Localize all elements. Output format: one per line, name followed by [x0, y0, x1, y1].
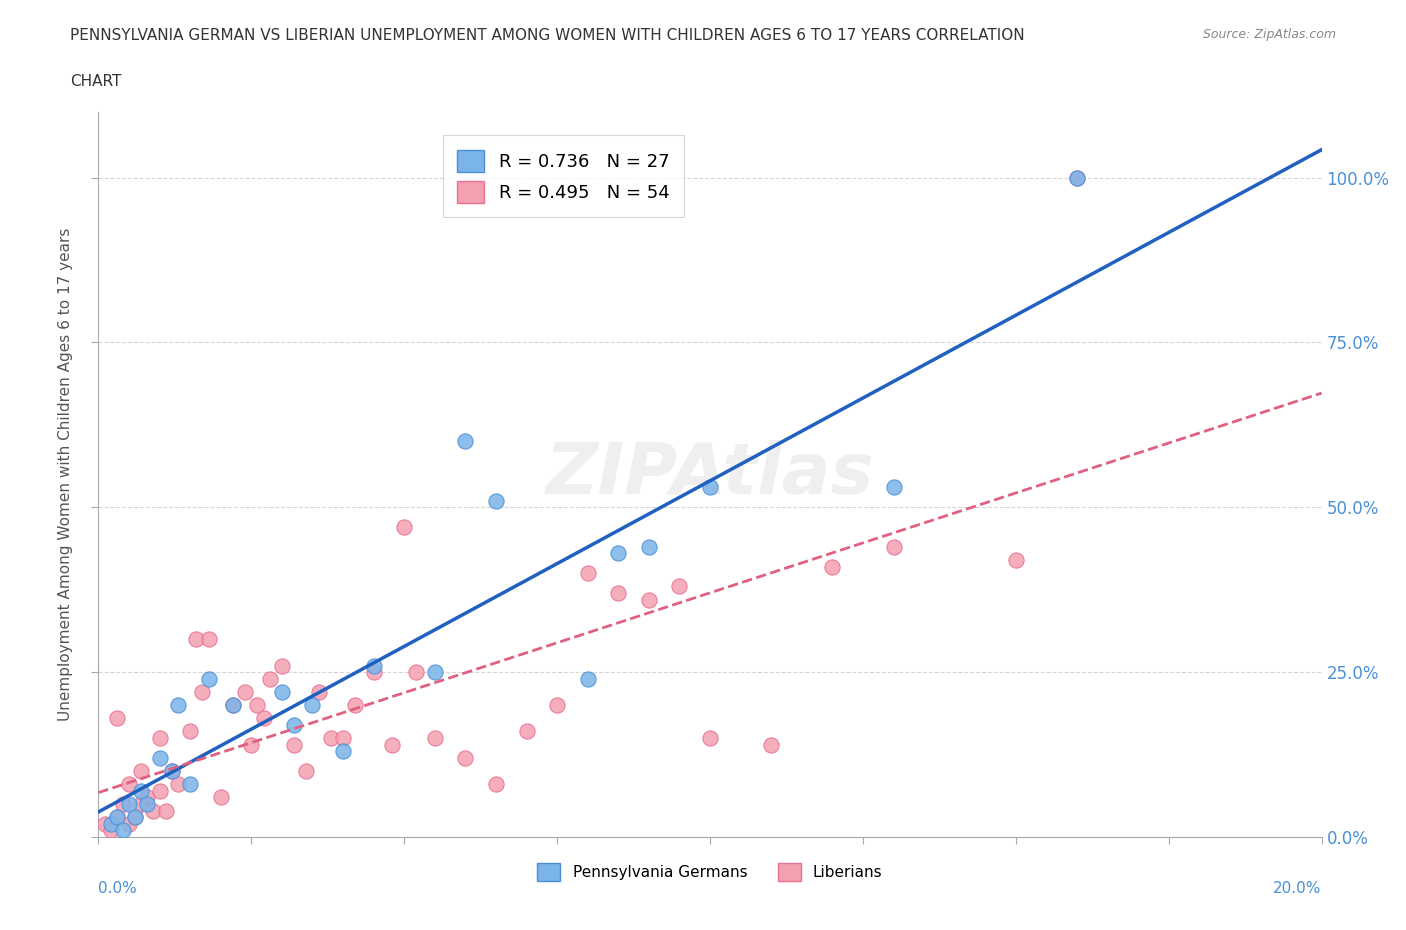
Point	[1066, 170, 1088, 185]
Point	[160, 764, 183, 778]
Point	[118, 797, 141, 812]
Point	[136, 790, 159, 804]
Point	[1004, 552, 1026, 567]
Point	[576, 565, 599, 580]
Point	[405, 665, 427, 680]
Point	[129, 764, 152, 778]
Point	[105, 810, 128, 825]
Point	[637, 539, 661, 554]
Point	[118, 777, 141, 791]
Point	[149, 783, 172, 798]
Point	[149, 751, 172, 765]
Point	[124, 810, 146, 825]
Point	[142, 804, 165, 818]
Point	[344, 698, 367, 712]
Point	[270, 684, 292, 699]
Point	[883, 480, 905, 495]
Point	[179, 724, 201, 739]
Legend: Pennsylvania Germans, Liberians: Pennsylvania Germans, Liberians	[531, 857, 889, 887]
Point	[1066, 170, 1088, 185]
Point	[283, 737, 305, 752]
Point	[240, 737, 263, 752]
Point	[332, 744, 354, 759]
Point	[160, 764, 183, 778]
Text: PENNSYLVANIA GERMAN VS LIBERIAN UNEMPLOYMENT AMONG WOMEN WITH CHILDREN AGES 6 TO: PENNSYLVANIA GERMAN VS LIBERIAN UNEMPLOY…	[70, 28, 1025, 43]
Point	[222, 698, 245, 712]
Point	[167, 698, 190, 712]
Point	[129, 797, 152, 812]
Point	[111, 823, 134, 838]
Point	[111, 797, 134, 812]
Point	[129, 783, 152, 798]
Point	[197, 631, 219, 646]
Point	[259, 671, 281, 686]
Point	[295, 764, 318, 778]
Point	[821, 559, 844, 574]
Point	[423, 665, 446, 680]
Point	[209, 790, 232, 804]
Point	[167, 777, 190, 791]
Point	[93, 817, 115, 831]
Point	[136, 797, 159, 812]
Point	[607, 546, 630, 561]
Point	[332, 731, 354, 746]
Point	[308, 684, 330, 699]
Point	[883, 539, 905, 554]
Point	[155, 804, 177, 818]
Point	[485, 493, 508, 508]
Text: CHART: CHART	[70, 74, 122, 89]
Point	[759, 737, 782, 752]
Point	[100, 823, 122, 838]
Point	[485, 777, 508, 791]
Point	[118, 817, 141, 831]
Point	[516, 724, 538, 739]
Point	[105, 711, 128, 725]
Text: 0.0%: 0.0%	[98, 881, 138, 896]
Point	[270, 658, 292, 673]
Y-axis label: Unemployment Among Women with Children Ages 6 to 17 years: Unemployment Among Women with Children A…	[58, 228, 73, 721]
Point	[100, 817, 122, 831]
Point	[191, 684, 214, 699]
Point	[283, 717, 305, 732]
Point	[699, 480, 721, 495]
Point	[124, 810, 146, 825]
Text: 20.0%: 20.0%	[1274, 881, 1322, 896]
Point	[363, 665, 385, 680]
Point	[363, 658, 385, 673]
Point	[233, 684, 256, 699]
Point	[454, 434, 477, 449]
Point	[381, 737, 404, 752]
Point	[319, 731, 342, 746]
Point	[607, 586, 630, 601]
Point	[637, 592, 661, 607]
Point	[576, 671, 599, 686]
Point	[197, 671, 219, 686]
Point	[252, 711, 274, 725]
Point	[105, 810, 128, 825]
Text: ZIPAtlas: ZIPAtlas	[546, 440, 875, 509]
Point	[546, 698, 568, 712]
Point	[179, 777, 201, 791]
Point	[222, 698, 245, 712]
Point	[246, 698, 269, 712]
Point	[186, 631, 208, 646]
Point	[699, 731, 721, 746]
Point	[149, 731, 172, 746]
Text: Source: ZipAtlas.com: Source: ZipAtlas.com	[1202, 28, 1336, 41]
Point	[668, 579, 690, 594]
Point	[392, 520, 416, 535]
Point	[423, 731, 446, 746]
Point	[301, 698, 323, 712]
Point	[454, 751, 477, 765]
